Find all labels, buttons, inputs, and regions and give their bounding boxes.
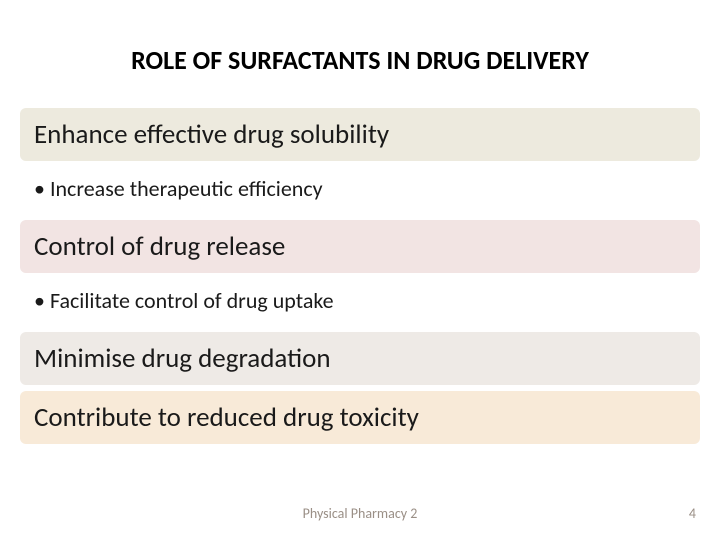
bullet-text: Facilitate control of drug uptake [34, 287, 334, 314]
bullet-drug-uptake: Facilitate control of drug uptake [20, 279, 700, 326]
slide-title: ROLE OF SURFACTANTS IN DRUG DELIVERY [0, 0, 720, 108]
footer-text: Physical Pharmacy 2 [0, 505, 720, 522]
heading-drug-release: Control of drug release [20, 220, 700, 273]
page-number: 4 [689, 505, 696, 522]
slide: ROLE OF SURFACTANTS IN DRUG DELIVERY Enh… [0, 0, 720, 540]
heading-reduce-toxicity: Contribute to reduced drug toxicity [20, 391, 700, 444]
bullet-therapeutic-efficiency: Increase therapeutic efficiency [20, 167, 700, 214]
bullet-text: Increase therapeutic efficiency [34, 175, 323, 202]
heading-minimise-degradation: Minimise drug degradation [20, 332, 700, 385]
heading-solubility: Enhance effective drug solubility [20, 108, 700, 161]
